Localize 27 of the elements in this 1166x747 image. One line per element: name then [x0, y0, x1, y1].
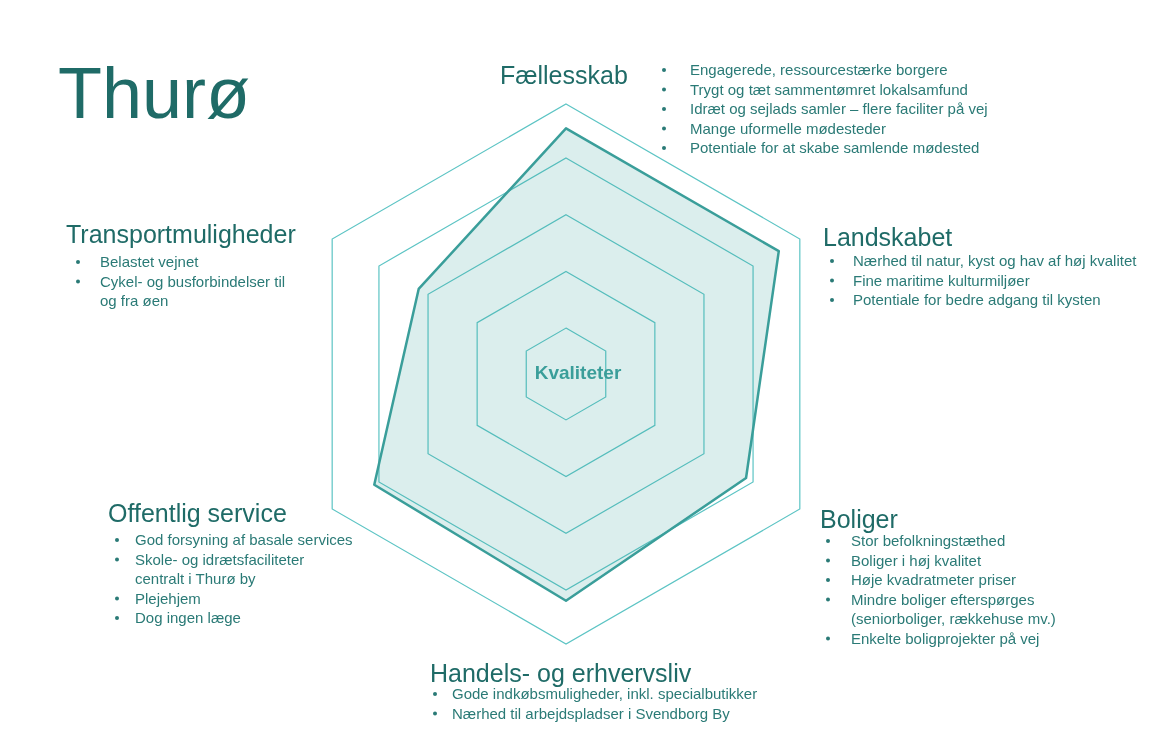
- text: Fine maritime kulturmiljøer: [853, 271, 1030, 289]
- text: Engagerede, ressourcestærke borgere: [690, 61, 948, 78]
- text: Mange uformelle mødesteder: [690, 119, 886, 137]
- text: Enkelte boligprojekter på vej: [851, 629, 1040, 647]
- text: Plejehjem: [135, 589, 201, 607]
- spoke-label: Handels- og erhvervsliv: [430, 659, 692, 687]
- spoke-label: Landskabet: [823, 223, 953, 251]
- text: Trygt og tæt sammentømret lokalsamfund: [690, 80, 968, 98]
- text: Dog ingen læge: [135, 609, 241, 626]
- spoke-label: Boliger: [820, 505, 898, 533]
- chart-title: Thurø: [58, 53, 251, 133]
- text: Nærhed til arbejdspladser i Svendborg By: [452, 704, 731, 722]
- text: Skole- og idrætsfaciliteter centralt i Thurø by: [135, 550, 305, 587]
- text: Cykel- og busforbindelser til og fra øen: [100, 272, 286, 309]
- spoke-label: Fællesskab: [500, 61, 628, 89]
- text: Nærhed til natur, kyst og hav af høj kvalitet: [853, 252, 1138, 269]
- text: Stor befolkningstæthed: [851, 532, 1006, 549]
- text: Potentiale for at skabe samlende mødested: [690, 139, 980, 156]
- spoke-label: Transportmuligheder: [66, 220, 296, 248]
- text: Boliger i høj kvalitet: [851, 551, 982, 569]
- text: Mindre boliger efterspørges (seniorboliger, rækkehuse mv.): [851, 590, 1056, 627]
- text: Idræt og sejlads samler – flere faciliter på vej: [690, 100, 988, 117]
- text: Potentiale for bedre adgang til kysten: [853, 291, 1101, 308]
- spoke-label: Offentlig service: [108, 499, 287, 527]
- text: God forsyning af basale services: [135, 531, 353, 548]
- text: Belastet vejnet: [100, 253, 200, 270]
- text: Høje kvadratmeter priser: [851, 571, 1017, 588]
